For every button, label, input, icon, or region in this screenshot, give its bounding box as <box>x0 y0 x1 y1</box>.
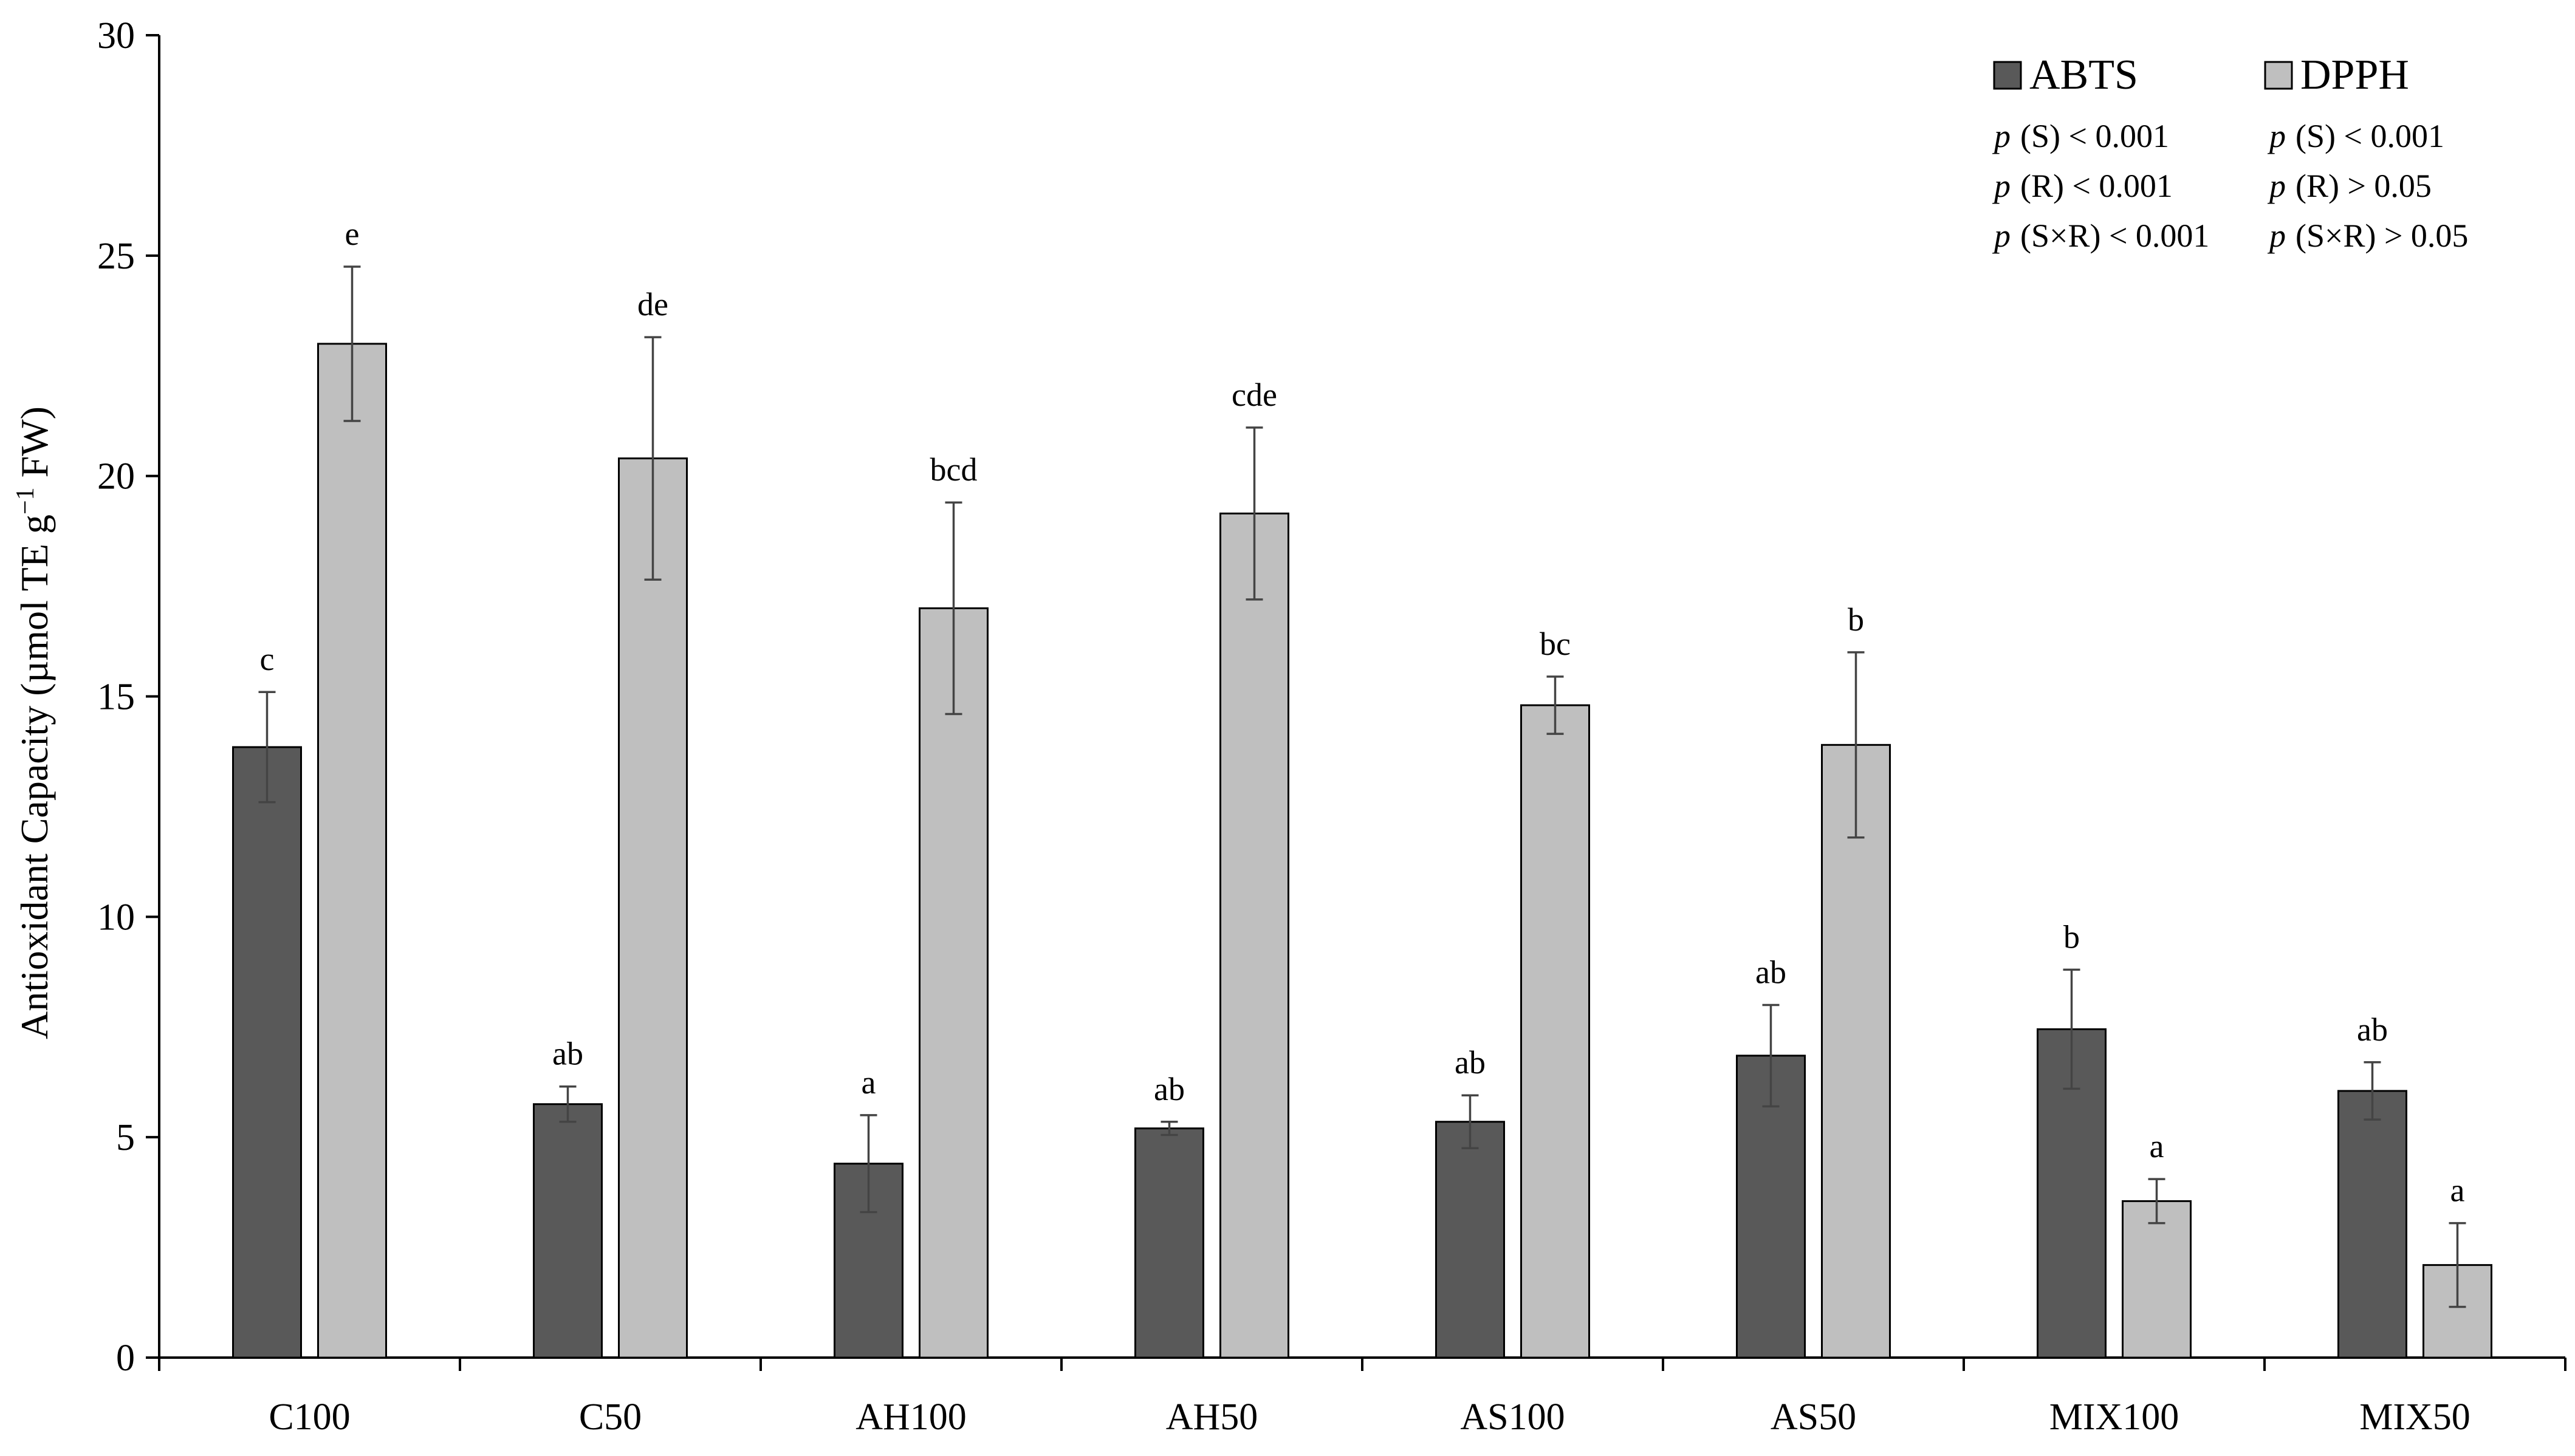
significance-letter: c <box>260 641 275 677</box>
legend: ABTS DPPH <box>1993 52 2409 98</box>
bar-abts-c100 <box>232 746 302 1359</box>
bar-dpph-as50 <box>1821 743 1891 1359</box>
bar-dpph-c100 <box>317 343 387 1359</box>
stat-line-abts: p (S×R) < 0.001 <box>1992 217 2209 254</box>
x-category-label: AH50 <box>1166 1396 1258 1438</box>
bar-dpph-ah100 <box>919 607 989 1359</box>
legend-label-abts: ABTS <box>2029 52 2138 98</box>
p-symbol: p <box>1992 168 2011 204</box>
significance-letter: ab <box>552 1036 583 1072</box>
error-bars <box>258 265 2466 1308</box>
bar-dpph-ah50 <box>1219 512 1289 1359</box>
significance-letter: ab <box>2357 1011 2388 1048</box>
y-tick-label: 15 <box>97 677 135 718</box>
bar-abts-ah50 <box>1134 1127 1204 1359</box>
bars <box>232 343 2492 1359</box>
significance-letter: ab <box>1154 1071 1185 1107</box>
p-symbol: p <box>1992 118 2011 154</box>
legend-label-dpph: DPPH <box>2300 52 2409 98</box>
x-category-label: C100 <box>269 1396 350 1438</box>
significance-letter: b <box>2063 918 2080 955</box>
bar-abts-as100 <box>1435 1121 1505 1359</box>
p-symbol: p <box>2267 118 2286 154</box>
p-symbol: p <box>1992 217 2011 254</box>
significance-labels: c ab a ab ab ab b ab e de bcd cde bc b a a <box>260 216 2465 1209</box>
stat-value: (R) > 0.05 <box>2296 168 2432 204</box>
stat-value: (S×R) > 0.05 <box>2296 217 2468 254</box>
x-category-label: C50 <box>579 1396 642 1438</box>
stat-line-dpph: p (S) < 0.001 <box>2267 118 2444 154</box>
x-category-label: MIX50 <box>2359 1396 2470 1438</box>
significance-letter: e <box>345 216 360 252</box>
significance-letter: b <box>1848 601 1864 638</box>
significance-letter: cde <box>1232 377 1277 413</box>
y-axis-title: Antioxidant Capacity (µmol TE g−1 FW) <box>12 406 56 1039</box>
x-category-label: AS100 <box>1460 1396 1565 1438</box>
x-category-label: MIX100 <box>2049 1396 2179 1438</box>
bar-dpph-as100 <box>1520 704 1590 1359</box>
bar-dpph-mix100 <box>2122 1200 2192 1359</box>
stat-value: (S) < 0.001 <box>2020 118 2169 154</box>
stat-line-abts: p (R) < 0.001 <box>1992 168 2173 204</box>
y-tick-label: 5 <box>116 1117 135 1158</box>
x-category-label: AS50 <box>1771 1396 1856 1438</box>
y-tick-label: 25 <box>97 236 135 277</box>
significance-letter: a <box>2450 1172 2465 1209</box>
x-category-label: AH100 <box>855 1396 967 1438</box>
p-symbol: p <box>2267 168 2286 204</box>
stat-line-dpph: p (S×R) > 0.05 <box>2267 217 2468 254</box>
bar-abts-c50 <box>533 1103 603 1359</box>
stat-line-dpph: p (R) > 0.05 <box>2267 168 2432 204</box>
legend-swatch-dpph <box>2264 61 2293 90</box>
significance-letter: bcd <box>930 451 978 488</box>
y-axis-title-superscript: −1 <box>12 487 39 514</box>
stat-value: (R) < 0.001 <box>2020 168 2173 204</box>
p-symbol: p <box>2267 217 2286 254</box>
y-axis-title-main: Antioxidant Capacity (µmol TE g <box>13 514 56 1039</box>
stat-line-abts: p (S) < 0.001 <box>1992 118 2169 154</box>
bar-abts-mix50 <box>2337 1090 2407 1359</box>
stat-value: (S×R) < 0.001 <box>2020 217 2209 254</box>
significance-letter: a <box>862 1064 876 1101</box>
significance-letter: ab <box>1455 1044 1486 1081</box>
bar-dpph-c50 <box>618 457 688 1359</box>
significance-letter: bc <box>1540 626 1571 662</box>
significance-letter: ab <box>1755 954 1786 990</box>
y-tick-label: 20 <box>97 456 135 497</box>
y-axis-title-tail: FW) <box>13 406 56 487</box>
legend-swatch-abts <box>1993 61 2022 90</box>
significance-letter: a <box>2150 1128 2164 1164</box>
y-tick-label: 10 <box>97 897 135 938</box>
stat-value: (S) < 0.001 <box>2296 118 2444 154</box>
y-tick-label: 30 <box>97 15 135 56</box>
significance-letter: de <box>637 286 668 323</box>
y-tick-label: 0 <box>116 1338 135 1379</box>
